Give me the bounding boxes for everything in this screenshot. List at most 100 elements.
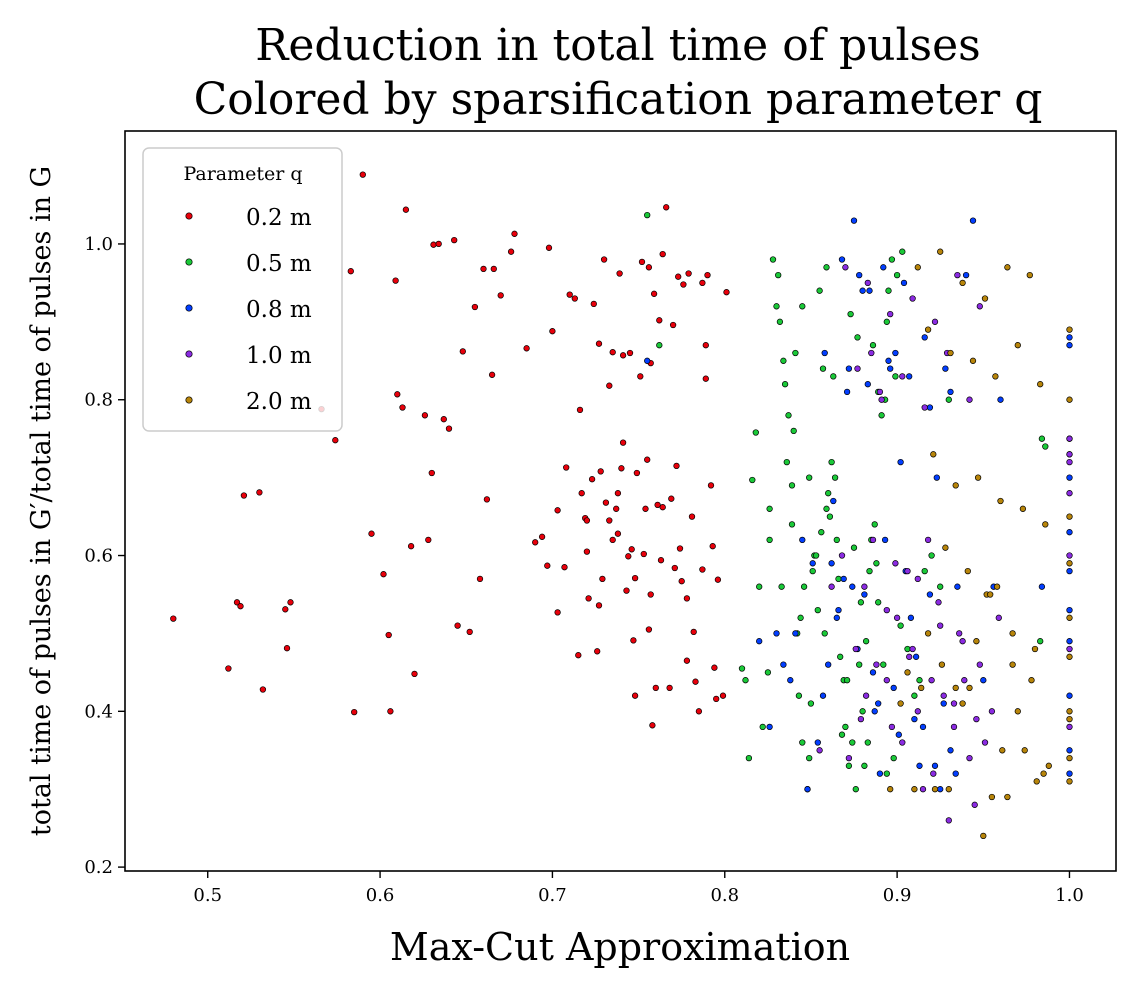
data-point-series-0 (566, 291, 573, 298)
data-point-series-3 (945, 817, 952, 824)
data-point-series-3 (1066, 458, 1073, 466)
data-point-series-1 (800, 583, 808, 590)
data-point-series-4 (964, 567, 971, 575)
data-point-series-2 (787, 677, 794, 684)
data-point-series-0 (583, 517, 591, 524)
data-point-series-0 (702, 375, 709, 382)
data-point-series-4 (1040, 770, 1047, 777)
data-point-series-0 (359, 171, 366, 178)
data-point-series-0 (637, 373, 644, 380)
data-point-series-0 (711, 664, 718, 671)
data-point-series-4 (1019, 505, 1027, 512)
data-point-series-4 (993, 583, 1001, 590)
data-point-series-0 (283, 645, 291, 652)
data-point-series-0 (623, 587, 630, 594)
data-point-series-1 (785, 412, 792, 419)
data-point-series-0 (609, 536, 616, 544)
data-point-series-0 (642, 505, 649, 512)
data-point-series-2 (861, 591, 868, 598)
data-point-series-2 (1066, 692, 1073, 699)
data-point-series-0 (544, 562, 551, 569)
data-point-series-0 (644, 456, 651, 463)
data-point-series-4 (914, 264, 921, 271)
data-point-series-1 (854, 334, 861, 341)
data-point-series-4 (1066, 754, 1073, 762)
data-point-series-4 (1066, 715, 1073, 723)
y-tick-label: 0.2 (84, 857, 113, 878)
data-point-series-1 (823, 505, 830, 512)
data-point-series-2 (840, 575, 847, 583)
data-point-series-4 (918, 684, 925, 692)
data-point-series-3 (899, 739, 906, 746)
data-point-series-0 (683, 657, 691, 664)
data-point-series-2 (916, 762, 923, 769)
data-points (170, 171, 1073, 840)
legend-marker-series-0 (185, 212, 193, 220)
data-point-series-3 (909, 645, 916, 653)
data-point-series-4 (1021, 747, 1028, 754)
data-point-series-3 (950, 700, 958, 707)
data-point-series-0 (511, 230, 518, 237)
data-point-series-2 (864, 381, 871, 388)
data-point-series-0 (599, 575, 606, 583)
data-point-series-2 (881, 536, 889, 544)
data-point-series-2 (845, 365, 853, 372)
data-point-series-4 (1028, 677, 1035, 684)
data-point-series-1 (875, 599, 882, 606)
x-tick-label: 0.8 (710, 885, 739, 906)
data-point-series-0 (497, 292, 504, 299)
data-point-series-2 (799, 536, 806, 544)
data-point-series-1 (835, 575, 842, 583)
data-point-series-0 (590, 300, 597, 308)
data-point-series-3 (883, 606, 890, 614)
data-point-series-4 (1066, 513, 1073, 520)
data-point-series-3 (976, 303, 983, 310)
data-point-series-3 (956, 630, 963, 637)
data-point-series-4 (897, 700, 904, 707)
data-point-series-1 (864, 739, 871, 746)
data-point-series-0 (480, 265, 487, 273)
y-tick-label: 0.8 (84, 390, 113, 411)
data-point-series-4 (992, 373, 999, 380)
data-point-series-1 (781, 381, 789, 388)
data-point-series-3 (906, 653, 913, 660)
data-point-series-0 (259, 686, 267, 693)
data-point-series-2 (866, 287, 873, 294)
data-point-series-0 (688, 513, 696, 520)
data-point-series-1 (837, 653, 844, 660)
data-point-series-1 (862, 638, 870, 645)
x-tick-label: 0.5 (193, 885, 222, 906)
data-point-series-3 (864, 279, 871, 287)
data-point-series-0 (435, 240, 442, 248)
data-point-series-0 (675, 273, 682, 280)
data-point-series-0 (666, 684, 673, 692)
data-point-series-2 (1066, 342, 1073, 349)
data-point-series-0 (488, 371, 496, 378)
data-point-series-0 (680, 281, 687, 288)
data-point-series-4 (981, 295, 989, 302)
data-point-series-0 (466, 628, 473, 636)
data-point-series-1 (788, 521, 796, 528)
data-point-series-1 (843, 677, 851, 684)
data-point-series-0 (656, 317, 663, 324)
data-point-series-1 (850, 544, 858, 551)
data-point-series-2 (890, 684, 897, 692)
data-point-series-2 (892, 349, 899, 357)
data-point-series-1 (790, 427, 797, 435)
legend-marker-series-2 (185, 304, 193, 312)
data-point-series-2 (1066, 770, 1073, 777)
data-point-series-2 (933, 474, 940, 481)
data-point-series-0 (578, 490, 585, 497)
data-point-series-0 (385, 631, 392, 639)
legend-label-series-1: 0.5 m (246, 251, 312, 277)
data-point-series-1 (880, 661, 887, 668)
data-point-series-0 (387, 708, 394, 715)
data-point-series-2 (880, 264, 887, 271)
data-point-series-4 (911, 786, 918, 793)
data-point-series-1 (866, 567, 873, 575)
legend-marker-series-3 (185, 350, 193, 358)
data-point-series-0 (692, 678, 699, 685)
data-point-series-1 (873, 560, 880, 567)
data-point-series-2 (756, 638, 763, 645)
data-point-series-1 (871, 521, 878, 528)
